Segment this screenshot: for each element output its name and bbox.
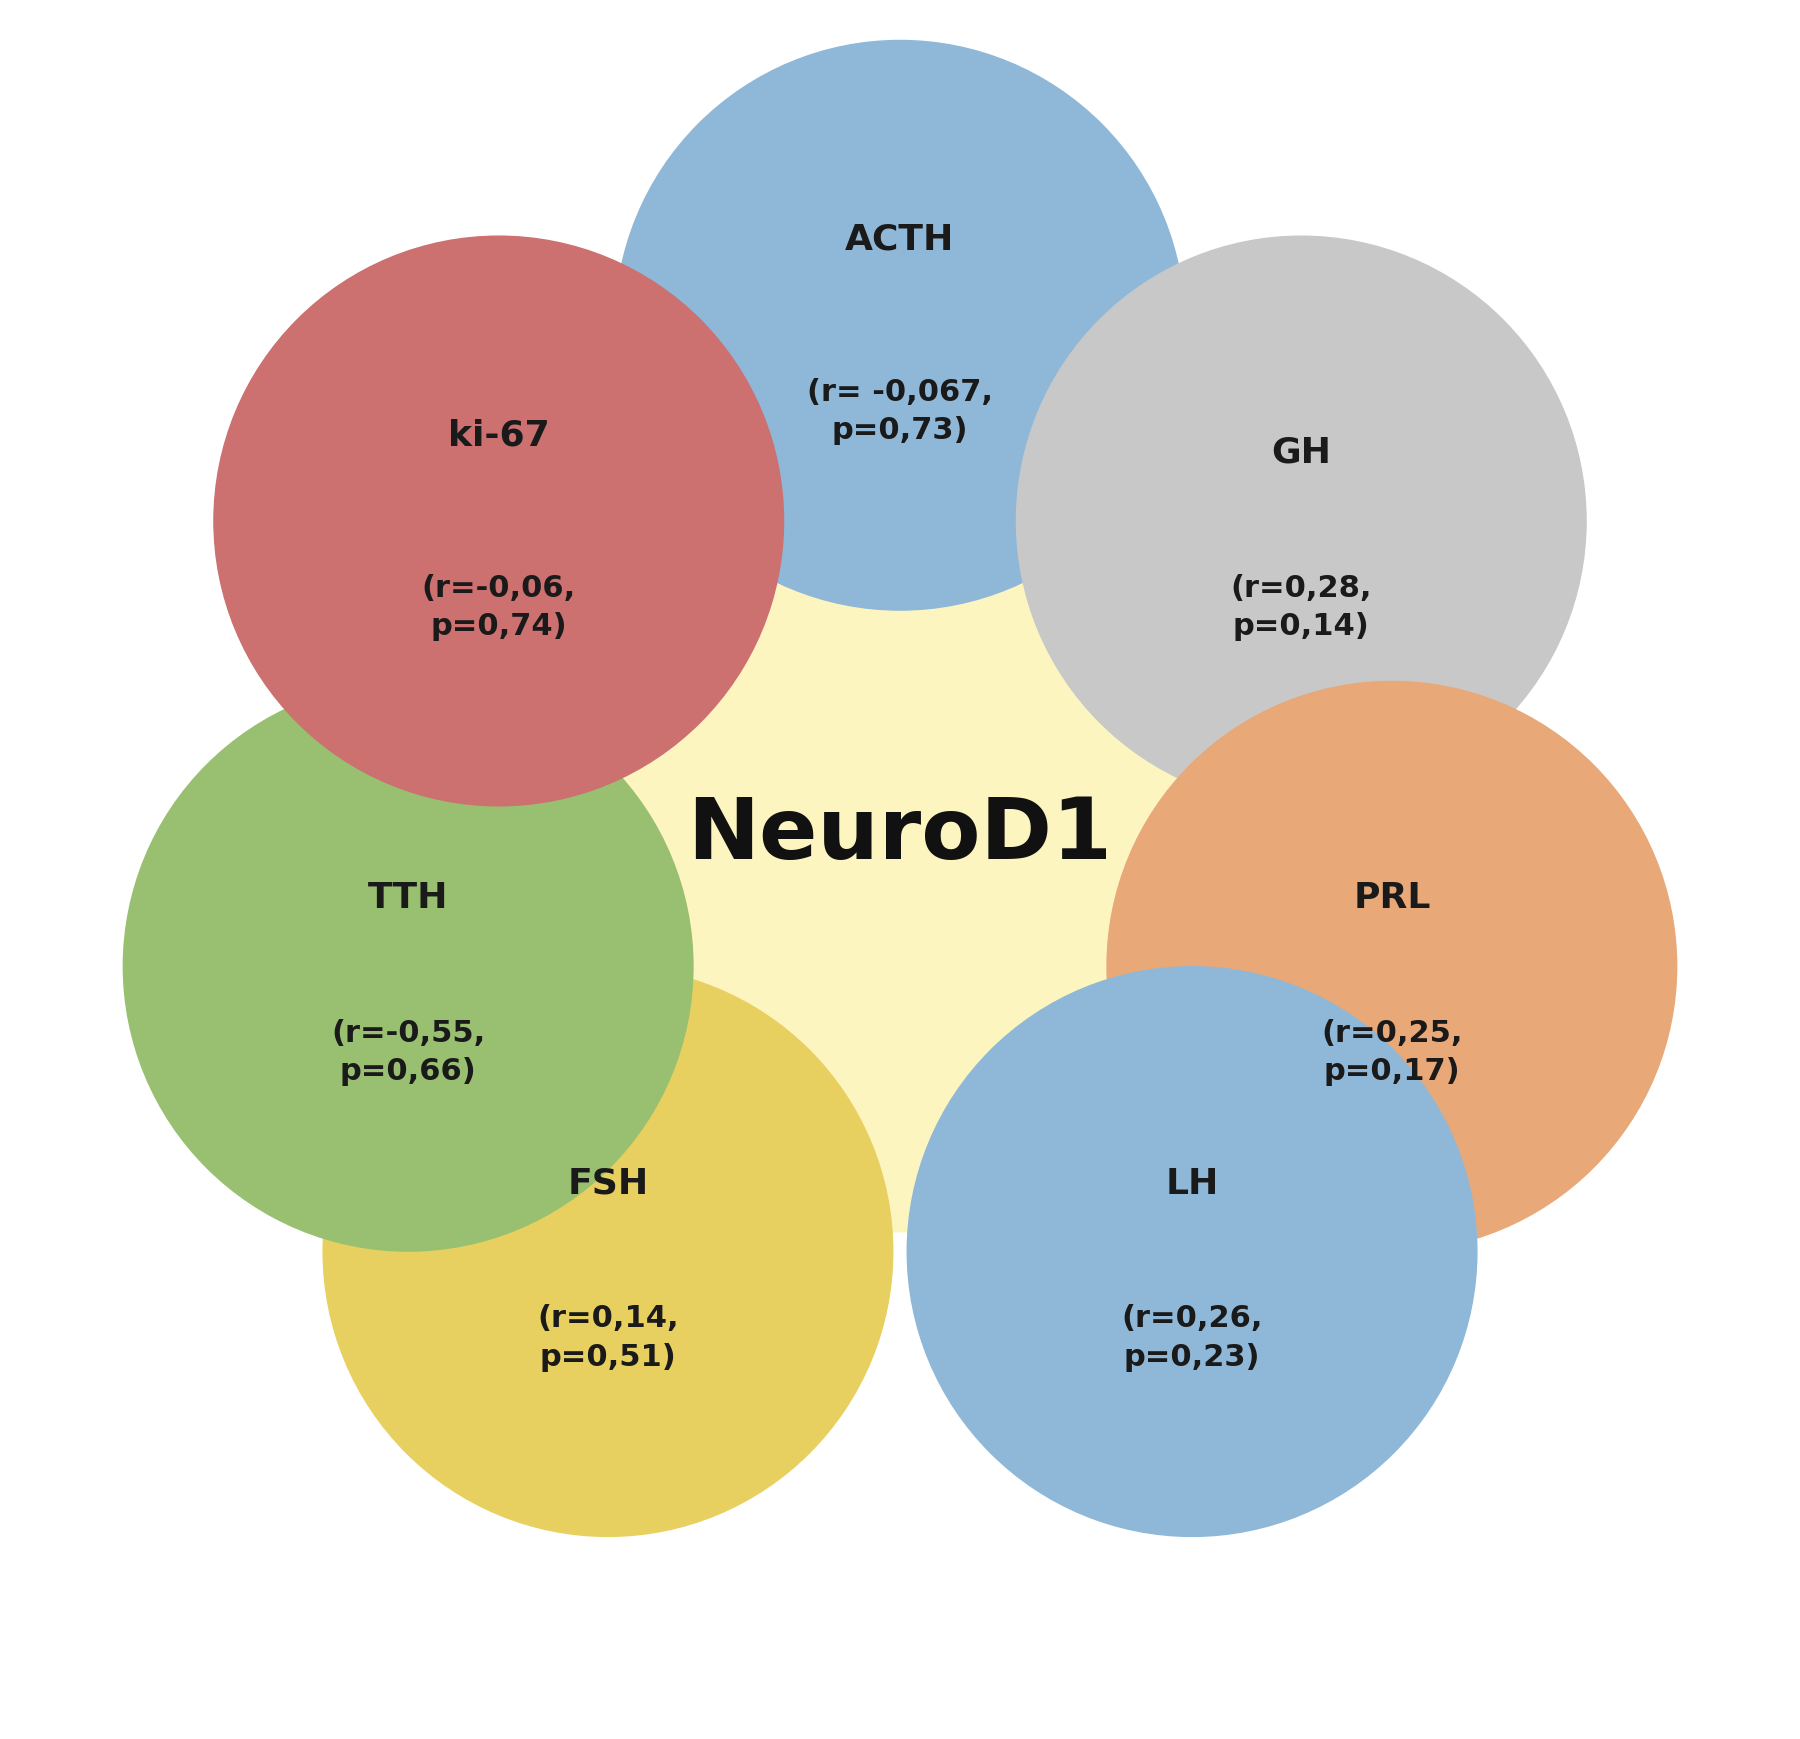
Circle shape: [214, 237, 783, 807]
Text: LH: LH: [1165, 1165, 1219, 1200]
Text: (r= -0,067,
p=0,73): (r= -0,067, p=0,73): [806, 377, 994, 445]
Text: (r=0,25,
p=0,17): (r=0,25, p=0,17): [1321, 1019, 1463, 1085]
Text: ACTH: ACTH: [846, 223, 954, 257]
Text: PRL: PRL: [1354, 880, 1431, 915]
Circle shape: [907, 967, 1476, 1537]
Circle shape: [1107, 682, 1676, 1252]
Text: TTH: TTH: [367, 880, 448, 915]
Text: GH: GH: [1271, 436, 1332, 470]
Circle shape: [124, 682, 693, 1252]
Circle shape: [616, 42, 1184, 610]
Text: (r=-0,06,
p=0,74): (r=-0,06, p=0,74): [421, 574, 576, 640]
Text: NeuroD1: NeuroD1: [688, 793, 1112, 876]
Text: FSH: FSH: [567, 1165, 648, 1200]
Text: (r=-0,55,
p=0,66): (r=-0,55, p=0,66): [331, 1019, 486, 1085]
Circle shape: [324, 967, 893, 1537]
Polygon shape: [470, 405, 1330, 1264]
Circle shape: [1017, 237, 1586, 807]
Text: (r=0,28,
p=0,14): (r=0,28, p=0,14): [1231, 574, 1372, 640]
Text: ki-67: ki-67: [448, 419, 549, 452]
Text: (r=0,26,
p=0,23): (r=0,26, p=0,23): [1121, 1304, 1264, 1370]
Text: (r=0,14,
p=0,51): (r=0,14, p=0,51): [536, 1304, 679, 1370]
